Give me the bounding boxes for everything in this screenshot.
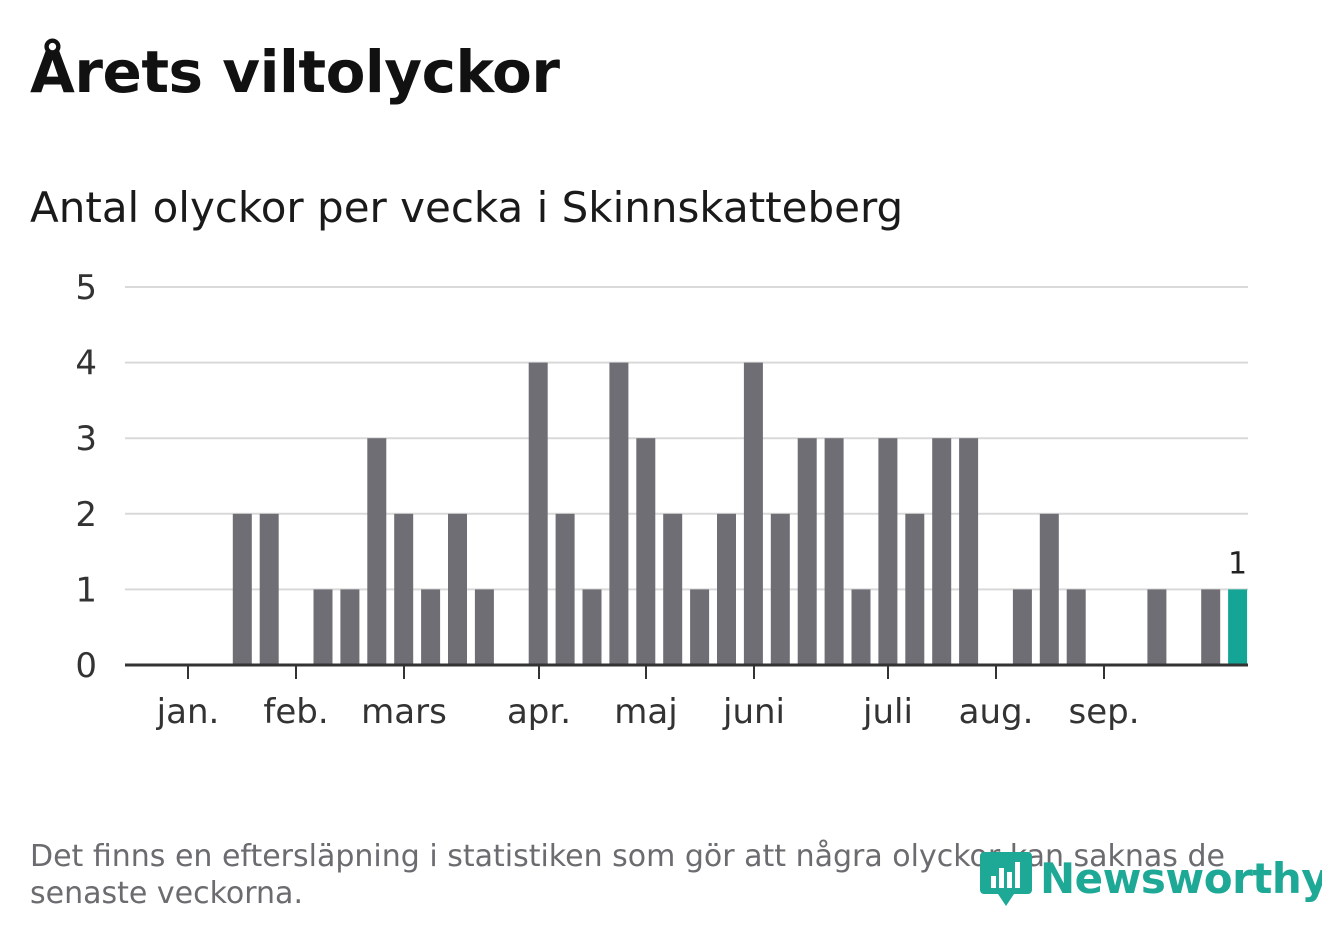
bar (1012, 589, 1032, 665)
last-value-label: 1 (1228, 546, 1247, 581)
bar (1147, 589, 1167, 665)
y-tick-label: 5 (75, 268, 97, 308)
y-axis-ticks: 0 1 2 3 4 5 (75, 268, 97, 686)
y-tick-label: 3 (75, 419, 97, 459)
bar (851, 589, 871, 665)
bar (232, 513, 252, 665)
x-tick-label: juli (862, 692, 913, 732)
bar (797, 438, 817, 665)
bar (609, 362, 629, 665)
bar (636, 438, 656, 665)
x-tick-label: juni (722, 692, 785, 732)
bar (555, 513, 575, 665)
bar (313, 589, 333, 665)
x-tick-label: sep. (1068, 692, 1139, 732)
bar (340, 589, 360, 665)
bar (582, 589, 602, 665)
x-tick-label: mars (361, 692, 447, 732)
bar (528, 362, 548, 665)
bar (690, 589, 710, 665)
y-tick-label: 1 (75, 570, 97, 610)
bar (1201, 589, 1221, 665)
x-tick-label: feb. (263, 692, 328, 732)
logo-text: Newsworthy (1040, 853, 1322, 903)
y-tick-label: 0 (75, 646, 97, 686)
bar (1039, 513, 1059, 665)
bar (474, 589, 494, 665)
bar (394, 513, 414, 665)
bar (367, 438, 387, 665)
chart-title: Antal olyckor per vecka i Skinnskatteber… (30, 183, 904, 232)
x-tick-label: aug. (959, 692, 1034, 732)
bar (878, 438, 898, 665)
bar-highlight (1228, 589, 1248, 665)
bar (259, 513, 279, 665)
bar (663, 513, 683, 665)
bar (1066, 589, 1086, 665)
bar (717, 513, 736, 665)
bar (932, 438, 952, 665)
newsworthy-logo-icon (980, 852, 1032, 906)
bar (959, 438, 979, 665)
x-tick-label: maj (614, 692, 677, 732)
y-tick-label: 4 (75, 344, 97, 384)
bar (770, 513, 790, 665)
bar (824, 438, 844, 665)
page-title: Årets viltolyckor (30, 38, 560, 106)
bar (448, 513, 467, 665)
y-tick-label: 2 (75, 495, 97, 535)
bar (421, 589, 441, 665)
bars (232, 362, 1248, 665)
gridlines (125, 286, 1248, 591)
x-axis: jan. feb. mars apr. maj juni juli aug. sep. (125, 663, 1248, 732)
bar (905, 513, 925, 665)
newsworthy-logo[interactable]: Newsworthy (980, 846, 1322, 910)
x-tick-label: jan. (156, 692, 220, 732)
bar-chart: 0 1 2 3 4 5 jan. feb. mars apr. maj juni juli aug. se… (75, 268, 1248, 732)
bar (743, 362, 763, 665)
x-tick-label: apr. (507, 692, 571, 732)
data-labels: 1 (1228, 546, 1247, 581)
